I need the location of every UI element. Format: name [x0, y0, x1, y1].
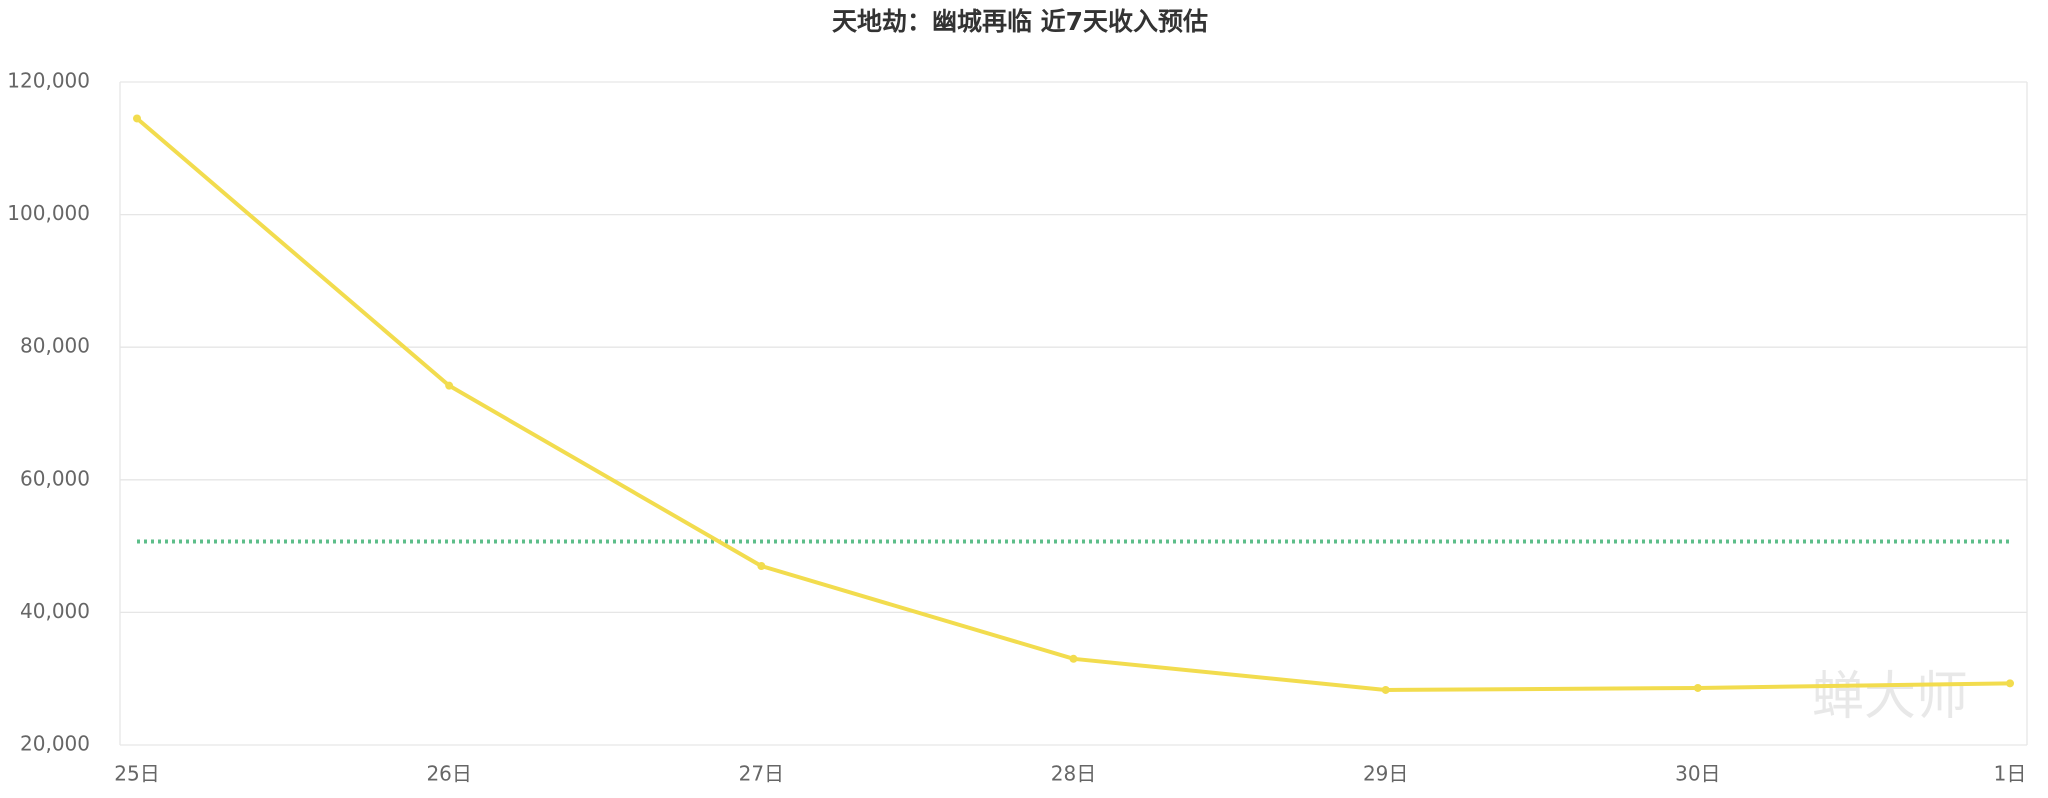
data-point: [133, 114, 141, 123]
data-point: [2006, 679, 2014, 688]
x-tick-label: 1日: [1994, 762, 2027, 786]
y-tick-label: 80,000: [20, 334, 90, 358]
x-tick-label: 29日: [1363, 762, 1408, 786]
series-line: [135, 116, 2011, 692]
x-tick-label: 26日: [426, 762, 471, 786]
x-tick-label: 28日: [1051, 762, 1096, 786]
x-tick-label: 25日: [114, 762, 159, 786]
data-point: [445, 381, 454, 390]
y-tick-label: 120,000: [7, 69, 90, 93]
x-tick-label: 27日: [739, 762, 784, 786]
y-tick-label: 60,000: [20, 466, 90, 490]
chart-title: 天地劫：幽城再临 近7天收入预估: [832, 7, 1208, 36]
x-tick-label: 30日: [1675, 762, 1720, 786]
y-tick-label: 20,000: [20, 732, 90, 756]
data-point: [1069, 654, 1078, 663]
y-tick-label: 100,000: [7, 201, 90, 225]
data-point: [1693, 683, 1702, 692]
data-point: [757, 561, 766, 570]
data-point: [1381, 685, 1390, 694]
y-tick-label: 40,000: [20, 599, 90, 623]
watermark: 蝉大师: [1812, 667, 1968, 727]
